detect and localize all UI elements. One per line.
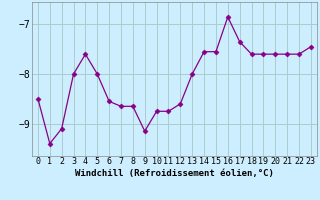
X-axis label: Windchill (Refroidissement éolien,°C): Windchill (Refroidissement éolien,°C) xyxy=(75,169,274,178)
